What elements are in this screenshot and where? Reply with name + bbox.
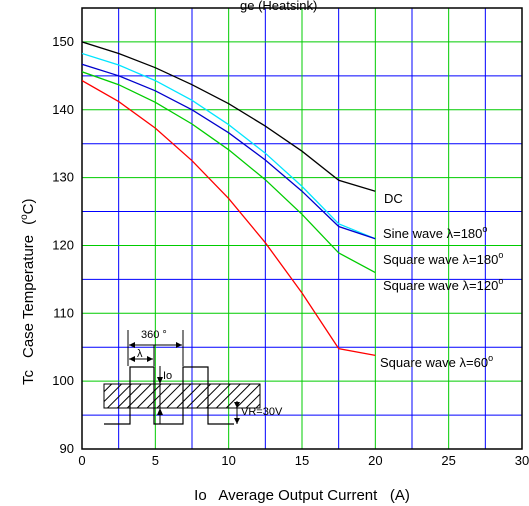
grid-major bbox=[82, 8, 522, 449]
series-line-4 bbox=[82, 80, 376, 357]
series-label-square-120: Square wave λ=120o bbox=[383, 276, 503, 293]
x-tick-labels: 0 5 10 15 20 25 30 bbox=[78, 453, 529, 468]
y-tick-label: 140 bbox=[52, 102, 74, 117]
inset-lambda-label: λ bbox=[137, 348, 143, 360]
x-axis-label: Io Average Output Current (A) bbox=[194, 487, 410, 504]
y-tick-labels: 90 100 110 120 130 140 150 bbox=[52, 34, 74, 456]
series-label-sine-180: Sine wave λ=180o bbox=[383, 224, 487, 241]
svg-text:DC: DC bbox=[384, 191, 403, 206]
y-tick-label: 90 bbox=[60, 441, 74, 456]
inset-waveform bbox=[104, 366, 234, 425]
series-line-3 bbox=[82, 71, 376, 274]
svg-text:Sine wave λ=180o: Sine wave λ=180o bbox=[383, 224, 487, 241]
y-tick-label: 120 bbox=[52, 237, 74, 252]
svg-text:Square wave λ=60o: Square wave λ=60o bbox=[380, 353, 493, 370]
inset-period-label: 360 ° bbox=[141, 329, 167, 341]
series-line-1 bbox=[82, 52, 376, 240]
x-tick-label: 0 bbox=[78, 453, 85, 468]
series-label-square-180: Square wave λ=180o bbox=[383, 250, 503, 267]
chart-title: ge (Heatsink) bbox=[240, 0, 317, 13]
x-tick-label: 30 bbox=[515, 453, 529, 468]
inset-vr-label: VR=30V bbox=[241, 406, 283, 418]
svg-text:TcCase Temperature(oC): TcCase Temperature(oC) bbox=[19, 198, 37, 385]
y-axis-label: TcCase Temperature(oC) bbox=[19, 198, 37, 385]
x-tick-label: 20 bbox=[368, 453, 382, 468]
waveform-inset: 360 ° λ Io VR=30V bbox=[103, 329, 283, 425]
y-tick-label: 130 bbox=[52, 170, 74, 185]
series-label-dc: DC bbox=[384, 191, 403, 206]
y-tick-label: 150 bbox=[52, 34, 74, 49]
x-tick-label: 25 bbox=[441, 453, 455, 468]
series-line-2 bbox=[82, 63, 376, 240]
plot-frame bbox=[81, 7, 523, 450]
series-line-0 bbox=[82, 41, 376, 192]
y-tick-label: 110 bbox=[53, 305, 74, 320]
series-label-square-60: Square wave λ=60o bbox=[380, 353, 493, 370]
x-tick-label: 10 bbox=[221, 453, 235, 468]
svg-text:Square wave λ=120o: Square wave λ=120o bbox=[383, 276, 503, 293]
x-tick-label: 5 bbox=[152, 453, 159, 468]
x-tick-label: 15 bbox=[295, 453, 309, 468]
svg-text:Square wave λ=180o: Square wave λ=180o bbox=[383, 250, 503, 267]
series-lines bbox=[82, 41, 376, 357]
inset-io-label: Io bbox=[163, 370, 172, 382]
y-tick-label: 100 bbox=[52, 373, 74, 388]
